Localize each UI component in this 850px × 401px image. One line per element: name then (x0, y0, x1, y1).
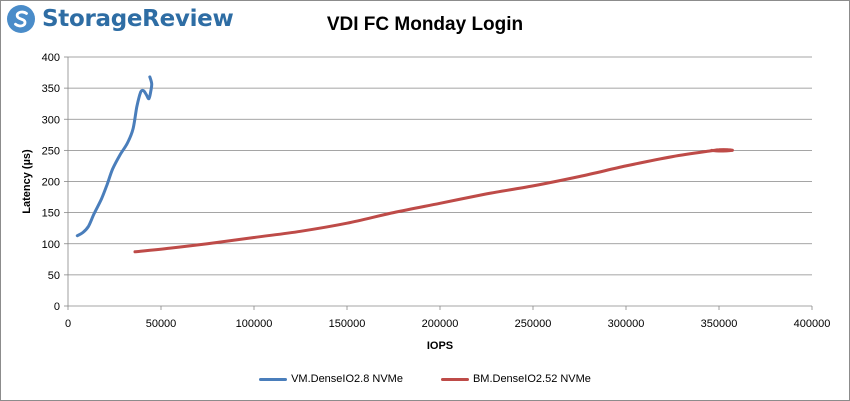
y-tick-label-4: 200 (42, 177, 60, 189)
x-tick-label-1: 50000 (146, 318, 177, 330)
y-tick-label-7: 350 (42, 83, 60, 95)
x-tick-label-3: 150000 (329, 318, 366, 330)
x-tick-label-6: 300000 (608, 318, 645, 330)
storagereview-logo: StorageReview (6, 4, 234, 34)
x-tick-labels: 0 50000 100000 150000 200000 250000 300000 3500… (65, 318, 830, 330)
chart-title: VDI FC Monday Login (326, 14, 524, 35)
x-tick-label-4: 200000 (422, 318, 459, 330)
y-tick-label-3: 150 (42, 208, 60, 220)
y-tick-label-5: 250 (42, 145, 60, 157)
storagereview-logo-icon (7, 5, 35, 33)
legend-item-vm[interactable]: VM.DenseIO2.8 NVMe (259, 373, 403, 385)
x-tick-label-5: 250000 (515, 318, 552, 330)
legend-label-vm: VM.DenseIO2.8 NVMe (291, 373, 403, 385)
x-tick-label-7: 350000 (701, 318, 738, 330)
x-axis-label: IOPS (427, 340, 453, 352)
legend-swatch-vm (259, 377, 288, 381)
y-tick-label-8: 400 (42, 52, 60, 64)
y-axis-label: Latency (µs) (21, 149, 33, 214)
y-tick-label-2: 100 (42, 239, 60, 251)
legend-item-bm[interactable]: BM.DenseIO2.52 NVMe (440, 373, 591, 385)
series-line-0 (75, 75, 154, 238)
y-tick-label-0: 0 (54, 301, 60, 313)
legend-swatch-bm (440, 377, 469, 381)
legend-label-bm: BM.DenseIO2.52 NVMe (472, 373, 591, 385)
series-line-1 (133, 148, 734, 254)
series-lines (75, 75, 734, 254)
axes (64, 56, 813, 310)
y-tick-label-1: 50 (48, 270, 60, 282)
y-tick-label-6: 300 (42, 114, 60, 126)
brand-name: StorageReview (42, 6, 234, 32)
gridlines (68, 56, 812, 276)
x-tick-label-0: 0 (65, 318, 71, 330)
y-tick-labels: 0 50 100 150 200 250 300 350 400 (42, 52, 60, 313)
legend: VM.DenseIO2.8 NVMe BM.DenseIO2.52 NVMe (0, 373, 850, 385)
x-tick-label-8: 400000 (794, 318, 831, 330)
x-tick-label-2: 100000 (236, 318, 273, 330)
